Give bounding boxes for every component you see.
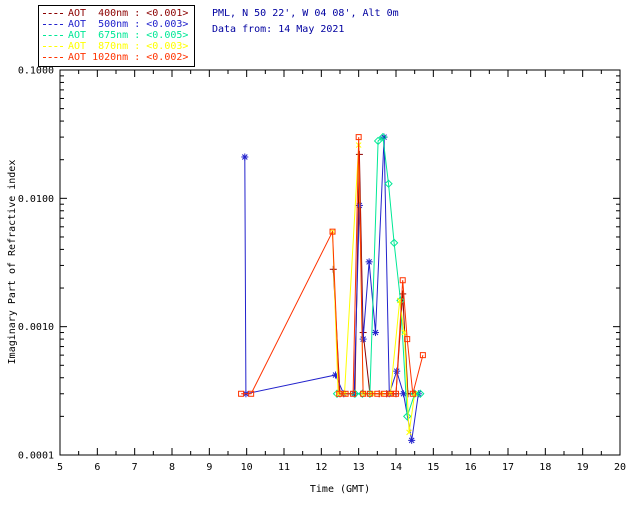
legend: AOT 400nm : <0.001> AOT 500nm : <0.003> AO… [38, 5, 196, 67]
x-axis-label: Time (GMT) [310, 484, 370, 495]
series-aot-500nm [241, 133, 422, 444]
x-tick-label: 14 [390, 462, 402, 473]
x-tick-label: 11 [278, 462, 290, 473]
x-tick-label: 13 [353, 462, 365, 473]
series-aot-1020nm [238, 134, 426, 397]
legend-line-swatch [43, 35, 63, 36]
x-tick-label: 8 [169, 462, 175, 473]
y-axis-ticks [60, 69, 620, 456]
legend-entry-label: AOT 675nm : <0.005> [68, 30, 189, 41]
header-date: Data from: 14 May 2021 [212, 24, 345, 35]
series-aot-675nm [332, 132, 425, 421]
y-tick-label: 0.0100 [18, 194, 54, 205]
x-tick-label: 15 [427, 462, 439, 473]
y-tick-label: 0.1000 [18, 66, 54, 77]
legend-entry: AOT 500nm : <0.003> [43, 19, 188, 30]
legend-line-swatch [43, 46, 63, 47]
legend-entry: AOT 870nm : <0.003> [43, 41, 188, 52]
header: PML, N 50 22', W 04 08', Alt 0m Data fro… [212, 6, 399, 38]
x-tick-label: 5 [57, 462, 63, 473]
legend-entry-label: AOT 500nm : <0.003> [68, 19, 189, 30]
legend-entry-label: AOT 1020nm : <0.002> [68, 52, 189, 63]
legend-line-swatch [43, 57, 63, 58]
x-axis-ticks [59, 70, 621, 455]
legend-entry: AOT 675nm : <0.005> [43, 30, 188, 41]
legend-entry: AOT 400nm : <0.001> [43, 8, 188, 19]
legend-entry-label: AOT 400nm : <0.001> [68, 8, 189, 19]
x-axis-tick-labels: 5 6 7 8 9 10 11 12 13 14 15 16 17 18 19 20 [57, 462, 626, 473]
y-tick-label: 0.0001 [18, 451, 54, 462]
header-location: PML, N 50 22', W 04 08', Alt 0m [212, 8, 399, 19]
x-tick-label: 9 [206, 462, 212, 473]
x-tick-label: 12 [315, 462, 327, 473]
x-tick-label: 6 [94, 462, 100, 473]
x-tick-label: 18 [539, 462, 551, 473]
x-tick-label: 16 [465, 462, 477, 473]
x-tick-label: 17 [502, 462, 514, 473]
x-tick-label: 7 [132, 462, 138, 473]
x-tick-label: 20 [614, 462, 626, 473]
legend-entry: AOT 1020nm : <0.002> [43, 52, 188, 63]
y-axis-tick-labels: 0.1000 0.0100 0.0010 0.0001 [18, 66, 54, 462]
x-tick-label: 10 [241, 462, 253, 473]
y-tick-label: 0.0010 [18, 322, 54, 333]
legend-line-swatch [43, 13, 63, 14]
y-axis-label: Imaginary Part of Refractive index [7, 160, 18, 365]
legend-line-swatch [43, 24, 63, 25]
chart-root: 5 6 7 8 9 10 11 12 13 14 15 16 17 18 19 200.10000.01000… [18, 66, 626, 474]
legend-entry-label: AOT 870nm : <0.003> [68, 41, 189, 52]
x-tick-label: 19 [577, 462, 589, 473]
